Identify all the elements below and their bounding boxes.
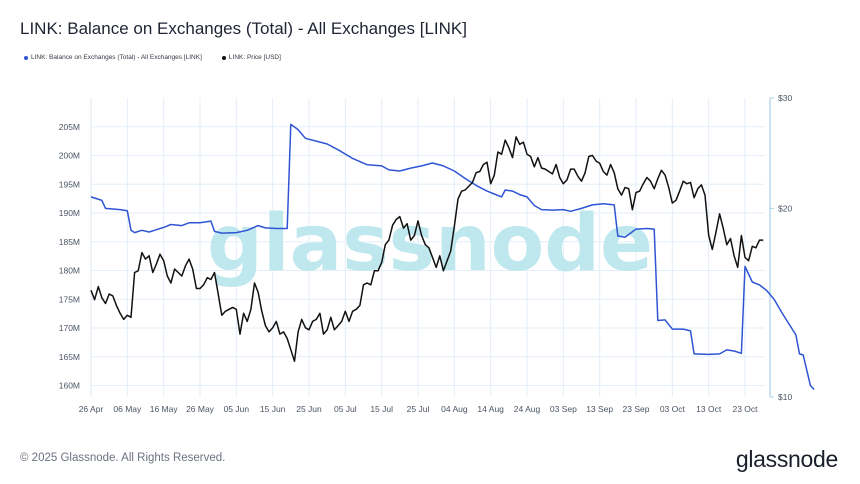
x-tick-label: 03 Sep xyxy=(550,404,577,414)
copyright-text: © 2025 Glassnode. All Rights Reserved. xyxy=(20,452,226,464)
x-tick-label: 03 Oct xyxy=(660,404,686,414)
x-tick-label: 25 Jul xyxy=(407,404,430,414)
x-tick-label: 05 Jul xyxy=(334,404,357,414)
series-layer xyxy=(90,123,815,391)
y-right-tick-label: $30 xyxy=(778,93,792,103)
y-left-tick-label: 165M xyxy=(59,352,80,362)
legend-item-price[interactable]: LINK: Price [USD] xyxy=(221,54,281,61)
y-left-tick-label: 170M xyxy=(59,323,80,333)
x-tick-label: 24 Aug xyxy=(514,404,541,414)
legend: LINK: Balance on Exchanges (Total) - All… xyxy=(24,54,281,61)
y-left-tick-label: 195M xyxy=(59,179,80,189)
x-tick-label: 13 Oct xyxy=(696,404,722,414)
x-tick-label: 13 Sep xyxy=(586,404,613,414)
axes: 26 Apr 06 May 16 May 26 May 05 Jun 15 Jun 25 J… xyxy=(59,93,793,414)
series-price-line xyxy=(90,136,764,363)
y-right-tick-label: $20 xyxy=(778,203,792,213)
x-tick-label: 23 Sep xyxy=(623,404,650,414)
watermark-text: glassnode xyxy=(207,199,653,289)
x-tick-label: 14 Aug xyxy=(477,404,504,414)
y-right-tick-label: $10 xyxy=(778,392,792,402)
y-left-tick-label: 190M xyxy=(59,208,80,218)
y-left-tick-label: 185M xyxy=(59,237,80,247)
legend-label-price: LINK: Price [USD] xyxy=(228,54,281,61)
x-tick-label: 15 Jun xyxy=(260,404,286,414)
x-tick-label: 25 Jun xyxy=(296,404,322,414)
series-balance-line xyxy=(90,123,815,391)
x-tick-label: 26 Apr xyxy=(79,404,104,414)
legend-item-balance[interactable]: LINK: Balance on Exchanges (Total) - All… xyxy=(24,54,202,61)
y-left-tick-label: 200M xyxy=(59,151,80,161)
x-tick-label: 23 Oct xyxy=(732,404,758,414)
x-tick-label: 05 Jun xyxy=(224,404,250,414)
y-left-tick-label: 160M xyxy=(59,381,80,391)
x-tick-label: 26 May xyxy=(186,404,215,414)
chart-title: LINK: Balance on Exchanges (Total) - All… xyxy=(20,19,467,38)
x-tick-label: 06 May xyxy=(113,404,142,414)
y-left-tick-label: 175M xyxy=(59,294,80,304)
x-tick-label: 04 Aug xyxy=(441,404,468,414)
y-left-tick-label: 205M xyxy=(59,122,80,132)
x-tick-label: 15 Jul xyxy=(370,404,393,414)
x-tick-label: 16 May xyxy=(150,404,179,414)
y-left-tick-label: 180M xyxy=(59,266,80,276)
legend-label-balance: LINK: Balance on Exchanges (Total) - All… xyxy=(31,54,202,61)
grid-lines xyxy=(90,98,765,397)
legend-dot-price xyxy=(221,55,226,60)
legend-dot-balance xyxy=(24,55,28,60)
glassnode-logo[interactable]: glassnode xyxy=(735,446,838,472)
